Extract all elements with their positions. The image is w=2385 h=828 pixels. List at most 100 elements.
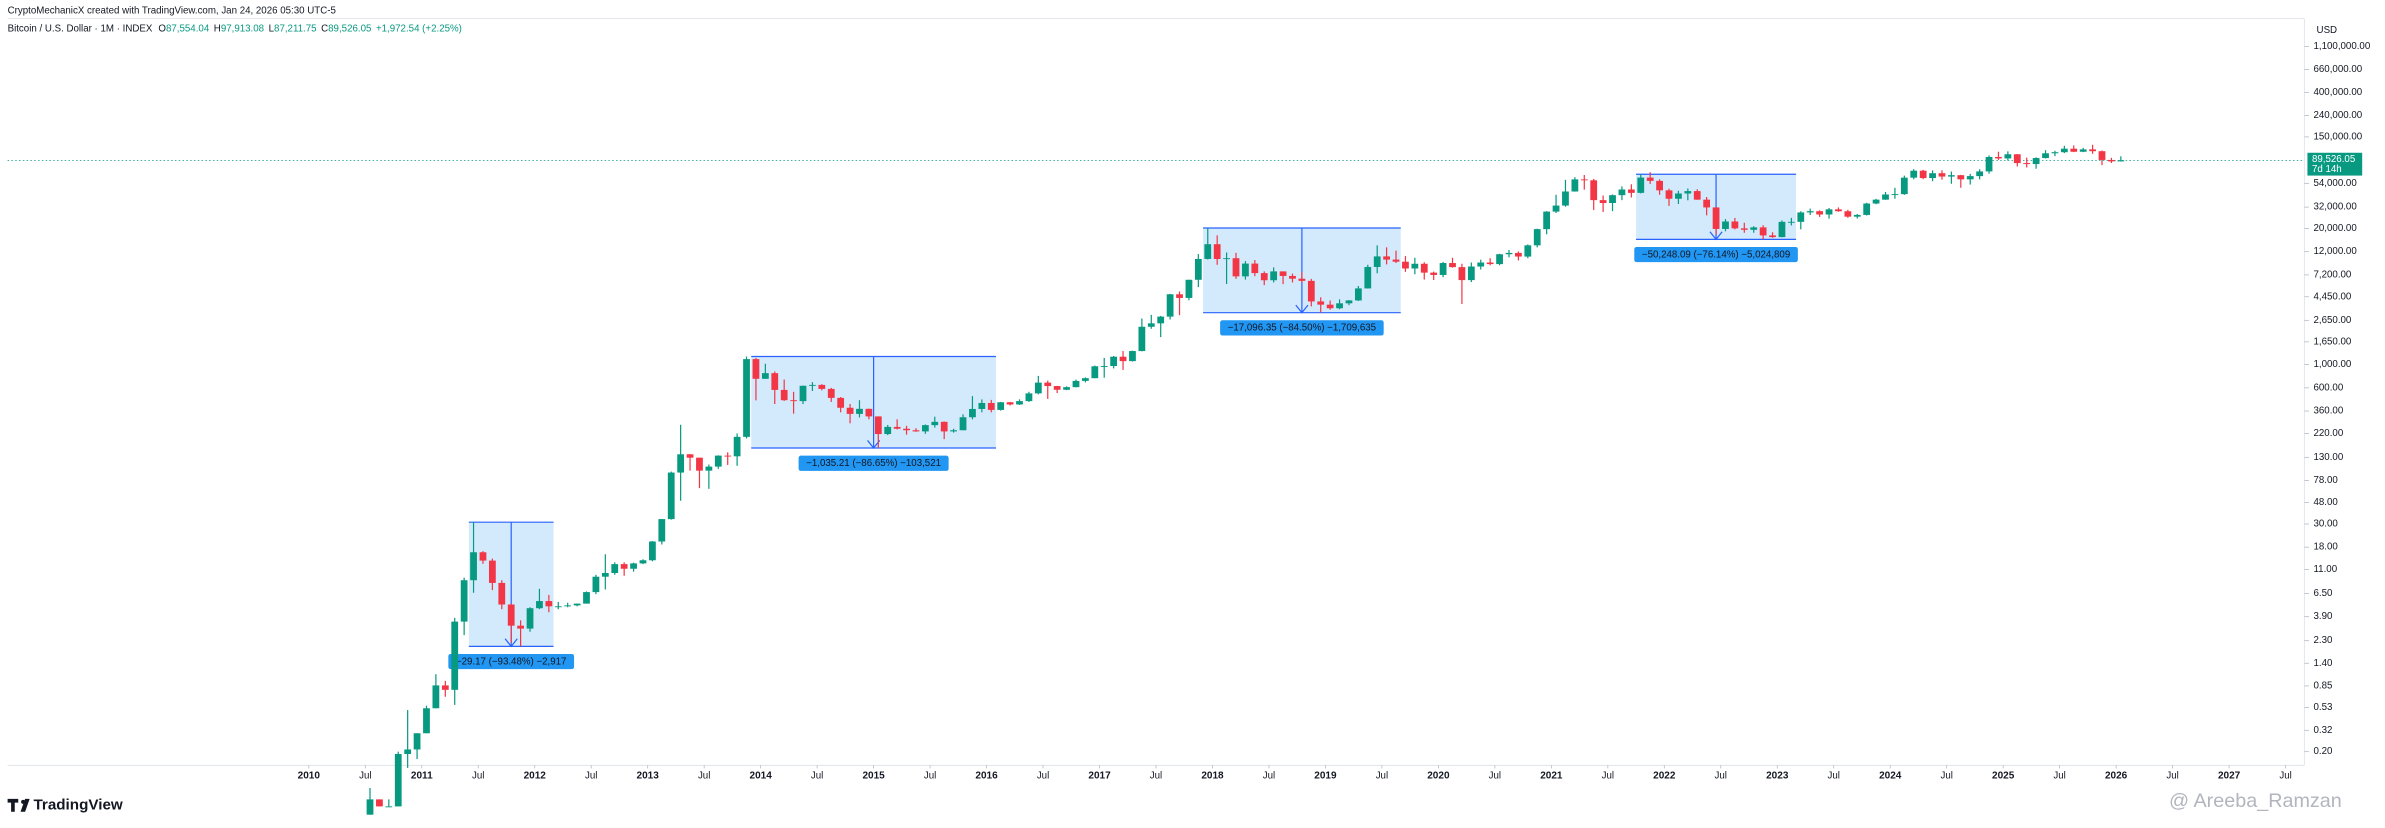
candle-body <box>1825 209 1833 215</box>
candle-body <box>1458 267 1466 281</box>
y-tick-label: 6.50 <box>2314 588 2334 599</box>
candle-body <box>1957 175 1965 180</box>
candle-body <box>1251 263 1259 274</box>
y-tick-label: 7,200.00 <box>2314 269 2352 280</box>
candle-body <box>1515 252 1522 257</box>
y-tick-label: 400,000.00 <box>2314 87 2363 98</box>
x-tick-label: Jul <box>1715 771 1727 782</box>
price-tag-label: 89,526.05 <box>2312 154 2355 165</box>
x-tick-label: 2015 <box>862 771 885 782</box>
candle-body <box>1853 214 1861 217</box>
candle-body <box>423 708 430 734</box>
x-tick-label: Jul <box>359 771 371 782</box>
x-tick-label: Jul <box>1037 771 1049 782</box>
candle-body <box>1034 382 1042 394</box>
candle-body <box>1646 177 1654 181</box>
measure-label-bg <box>1634 246 1798 263</box>
candle-body <box>912 430 920 432</box>
brand: TradingView <box>33 797 122 814</box>
y-tick-label: 18.00 <box>2314 542 2339 553</box>
candle-body <box>1505 252 1513 255</box>
candle-body <box>1082 378 1089 381</box>
candle-body <box>1449 263 1456 268</box>
price-countdown: 7d 14h <box>2312 164 2342 175</box>
candles <box>366 144 2125 815</box>
candle-body <box>1919 170 1927 179</box>
y-tick-label: 0.32 <box>2314 725 2333 736</box>
y-tick-label: 2,650.00 <box>2314 315 2352 326</box>
candle-body <box>987 402 995 410</box>
y-tick-label: 4,450.00 <box>2314 291 2352 302</box>
candle-body <box>1976 171 1984 177</box>
candle-body <box>470 552 477 581</box>
y-tick-label: 2.30 <box>2314 635 2334 646</box>
candle-body <box>1938 173 1946 177</box>
candle-body <box>1044 382 1052 387</box>
candle-body <box>1373 256 1381 267</box>
credit: CryptoMechanicX created with TradingView… <box>8 5 336 16</box>
measure-arrow <box>504 638 518 648</box>
candle-body <box>620 564 628 569</box>
candle-body <box>404 749 412 755</box>
candle-body <box>856 408 863 414</box>
candle-body <box>790 400 797 402</box>
candle-body <box>1307 280 1315 302</box>
x-tick-label: 2019 <box>1314 771 1337 782</box>
candle-body <box>1872 199 1880 204</box>
candle-body <box>780 389 788 401</box>
ohlc-value: 87,554.04 <box>166 24 210 35</box>
x-tick-label: Jul <box>2166 771 2178 782</box>
candle-body <box>921 425 929 432</box>
candle-body <box>1543 211 1551 230</box>
x-tick-label: 2026 <box>2105 771 2128 782</box>
candle-body <box>1675 193 1682 199</box>
candle-body <box>601 572 609 577</box>
candle-body <box>1467 266 1475 281</box>
x-tick-label: 2018 <box>1201 771 1224 782</box>
x-tick-label: 2013 <box>637 771 660 782</box>
candle-body <box>1091 366 1099 379</box>
candle-body <box>1072 380 1080 388</box>
measure-label: −50,248.09 (−76.14%) −5,024,809 <box>1642 249 1790 260</box>
candle-body <box>2004 154 2012 159</box>
candle-body <box>2089 149 2096 152</box>
candle-body <box>479 552 487 561</box>
candle-body <box>1270 271 1278 281</box>
candle-body <box>1609 195 1616 203</box>
candle-body <box>1166 294 1174 317</box>
candle-body <box>1816 211 1824 215</box>
candle-body <box>554 606 562 608</box>
candle-body <box>592 576 600 593</box>
candle-body <box>1966 176 1974 180</box>
candle-body <box>1891 194 1899 196</box>
candle-body <box>799 385 807 402</box>
y-tick-label: 12,000.00 <box>2314 246 2358 257</box>
candle-body <box>733 436 741 457</box>
y-tick-label: 1,100,000.00 <box>2314 41 2371 52</box>
candle-body <box>573 603 581 606</box>
x-tick-label: 2024 <box>1879 771 1902 782</box>
candle-body <box>394 754 402 807</box>
candle-body <box>874 416 882 435</box>
y-tick-label: 54,000.00 <box>2314 178 2358 189</box>
candle-body <box>743 359 750 437</box>
candle-body <box>1063 387 1070 390</box>
x-tick-label: Jul <box>1940 771 1952 782</box>
candle-body <box>2070 148 2078 152</box>
candle-body <box>1693 191 1701 200</box>
candle-body <box>385 806 393 808</box>
candle-body <box>1345 300 1353 304</box>
x-tick-label: Jul <box>698 771 710 782</box>
candle-body <box>1147 323 1155 327</box>
candle-body <box>1383 256 1391 260</box>
candle-body <box>827 388 835 398</box>
candle-body <box>818 384 826 389</box>
x-tick-label: 2023 <box>1766 771 1789 782</box>
candle-body <box>1627 189 1635 193</box>
x-tick-label: Jul <box>2053 771 2065 782</box>
y-tick-label: 130.00 <box>2314 452 2344 463</box>
candle-body <box>771 373 779 390</box>
candle-body <box>517 625 525 629</box>
candle-body <box>1317 301 1325 305</box>
candle-body <box>865 408 873 417</box>
